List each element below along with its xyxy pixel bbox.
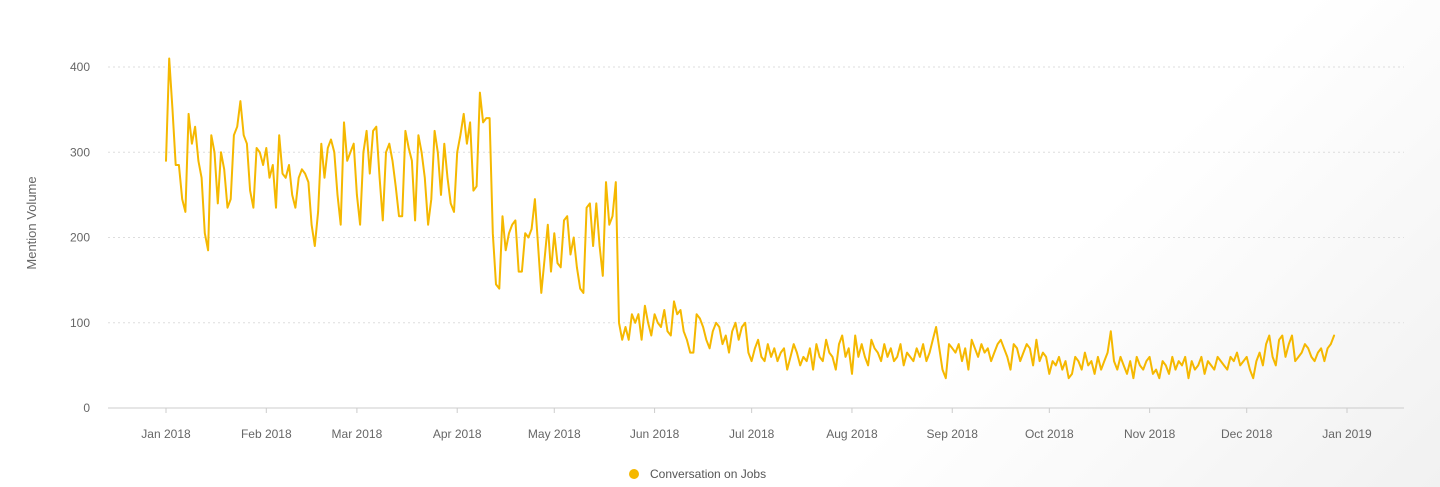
x-tick-label: Nov 2018 [1124, 427, 1176, 441]
x-tick-label: Sep 2018 [927, 427, 979, 441]
y-tick-label: 100 [70, 316, 90, 330]
x-tick-label: Mar 2018 [332, 427, 383, 441]
y-tick-label: 0 [83, 401, 90, 415]
y-axis-ticks: 0 100 200 300 400 [70, 60, 90, 415]
y-tick-label: 200 [70, 231, 90, 245]
gridlines [108, 66, 1404, 409]
x-tick-label: Jan 2018 [141, 427, 191, 441]
legend[interactable]: Conversation on Jobs [629, 467, 766, 481]
x-tick-label: Jan 2019 [1322, 427, 1372, 441]
legend-swatch-icon [629, 469, 639, 479]
x-tick-label: Dec 2018 [1221, 427, 1273, 441]
x-tick-label: Oct 2018 [1025, 427, 1074, 441]
x-tick-label: Jun 2018 [630, 427, 680, 441]
y-tick-label: 300 [70, 145, 90, 159]
x-axis-ticks: Jan 2018 Feb 2018 Mar 2018 Apr 2018 May 2018… [141, 408, 1372, 441]
legend-label: Conversation on Jobs [650, 467, 766, 481]
x-tick-label: Aug 2018 [826, 427, 878, 441]
y-tick-label: 400 [70, 60, 90, 74]
series-line-conversation-on-jobs[interactable] [165, 57, 1336, 380]
y-axis-title: Mention Volume [24, 176, 39, 269]
x-tick-label: Apr 2018 [433, 427, 482, 441]
series-layer [165, 57, 1336, 380]
x-tick-label: Jul 2018 [729, 427, 775, 441]
x-tick-label: Feb 2018 [241, 427, 292, 441]
x-tick-label: May 2018 [528, 427, 581, 441]
